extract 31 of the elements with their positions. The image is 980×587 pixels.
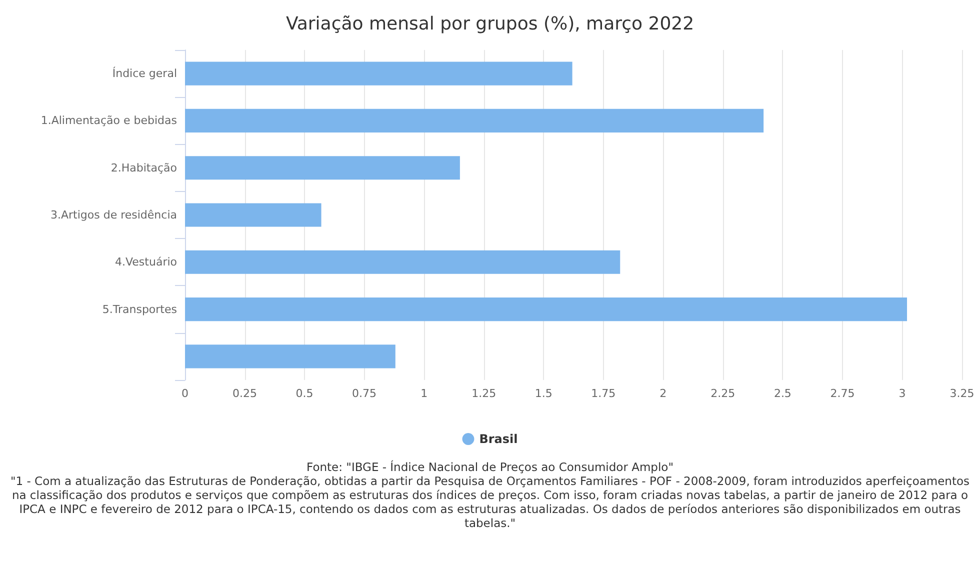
text: "1 - Com a atualização das Estruturas de Ponderação, obtidas a partir da Pesquisa de Orçamentos Familiares - POF - 2008-2009, foram introduzidos aperfeiçoamentos na classificação dos produtos e serviços que compõem as estruturas dos índices de preços. Com isso, foram criadas novas tabelas, a partir de janeiro de 2012 para o IPCA e INPC e fevereiro de 2012 para o IPCA-15, contendo os dados com as estruturas atualizadas. Os dados de períodos anteriores são disponibilizados em outras tabelas." bbox=[10, 474, 970, 530]
x-tick-label: 2 bbox=[660, 387, 667, 400]
x-tick-label: 0.75 bbox=[352, 387, 377, 400]
bar bbox=[185, 298, 908, 322]
source-note: Fonte: "IBGE - Índice Nacional de Preços ao Consumidor Amplo" bbox=[306, 460, 674, 474]
y-tick-label: Índice geral bbox=[112, 66, 177, 80]
y-tick-label: 1.Alimentação e bebidas bbox=[40, 114, 178, 128]
x-tick-label: 0.5 bbox=[296, 387, 314, 400]
x-tick-label: 2.25 bbox=[710, 387, 736, 400]
x-tick-label: 1.75 bbox=[591, 387, 616, 400]
x-tick-label: 0 bbox=[182, 387, 188, 400]
y-tick-label: 4.Vestuário bbox=[115, 256, 178, 269]
x-tick-label: 3.25 bbox=[950, 387, 974, 400]
x-tick-label: 2.5 bbox=[774, 387, 792, 400]
bar bbox=[185, 62, 572, 86]
x-tick-label: 0.25 bbox=[232, 387, 258, 400]
legend-label: Brasil bbox=[479, 432, 518, 446]
x-tick-label: 1.25 bbox=[472, 387, 496, 400]
bar bbox=[185, 344, 396, 368]
y-tick-label: 5.Transportes bbox=[102, 302, 178, 316]
y-tick-label: 2.Habitação bbox=[110, 161, 178, 174]
x-tick-label: 3 bbox=[898, 387, 906, 400]
bar bbox=[185, 156, 460, 180]
chart-title: Variação mensal por grupos (%), março 2022 bbox=[286, 14, 694, 34]
bar bbox=[185, 108, 764, 132]
x-tick-label: 1.5 bbox=[534, 387, 552, 400]
bar bbox=[185, 250, 620, 274]
x-tick-label: 2.75 bbox=[830, 387, 855, 400]
bar bbox=[185, 203, 322, 227]
x-tick-label: 1 bbox=[420, 387, 428, 400]
y-tick-label: 3.Artigos de residência bbox=[50, 208, 177, 222]
